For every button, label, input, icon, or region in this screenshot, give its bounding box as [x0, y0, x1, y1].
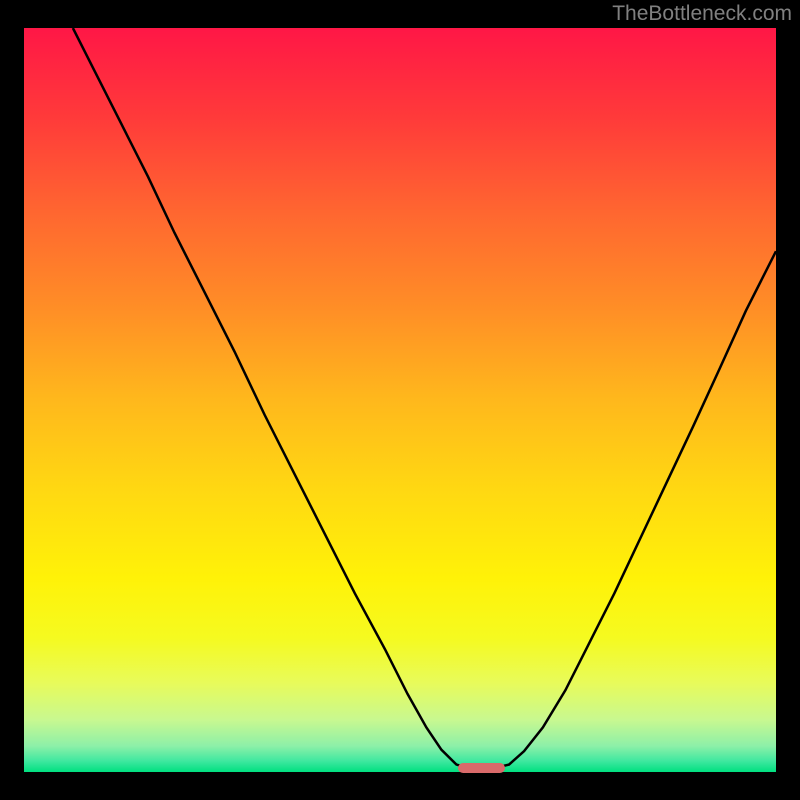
plot-area — [24, 28, 776, 772]
optimal-range-marker — [458, 763, 505, 773]
bottleneck-curve — [24, 28, 776, 772]
watermark-text: TheBottleneck.com — [612, 2, 792, 26]
